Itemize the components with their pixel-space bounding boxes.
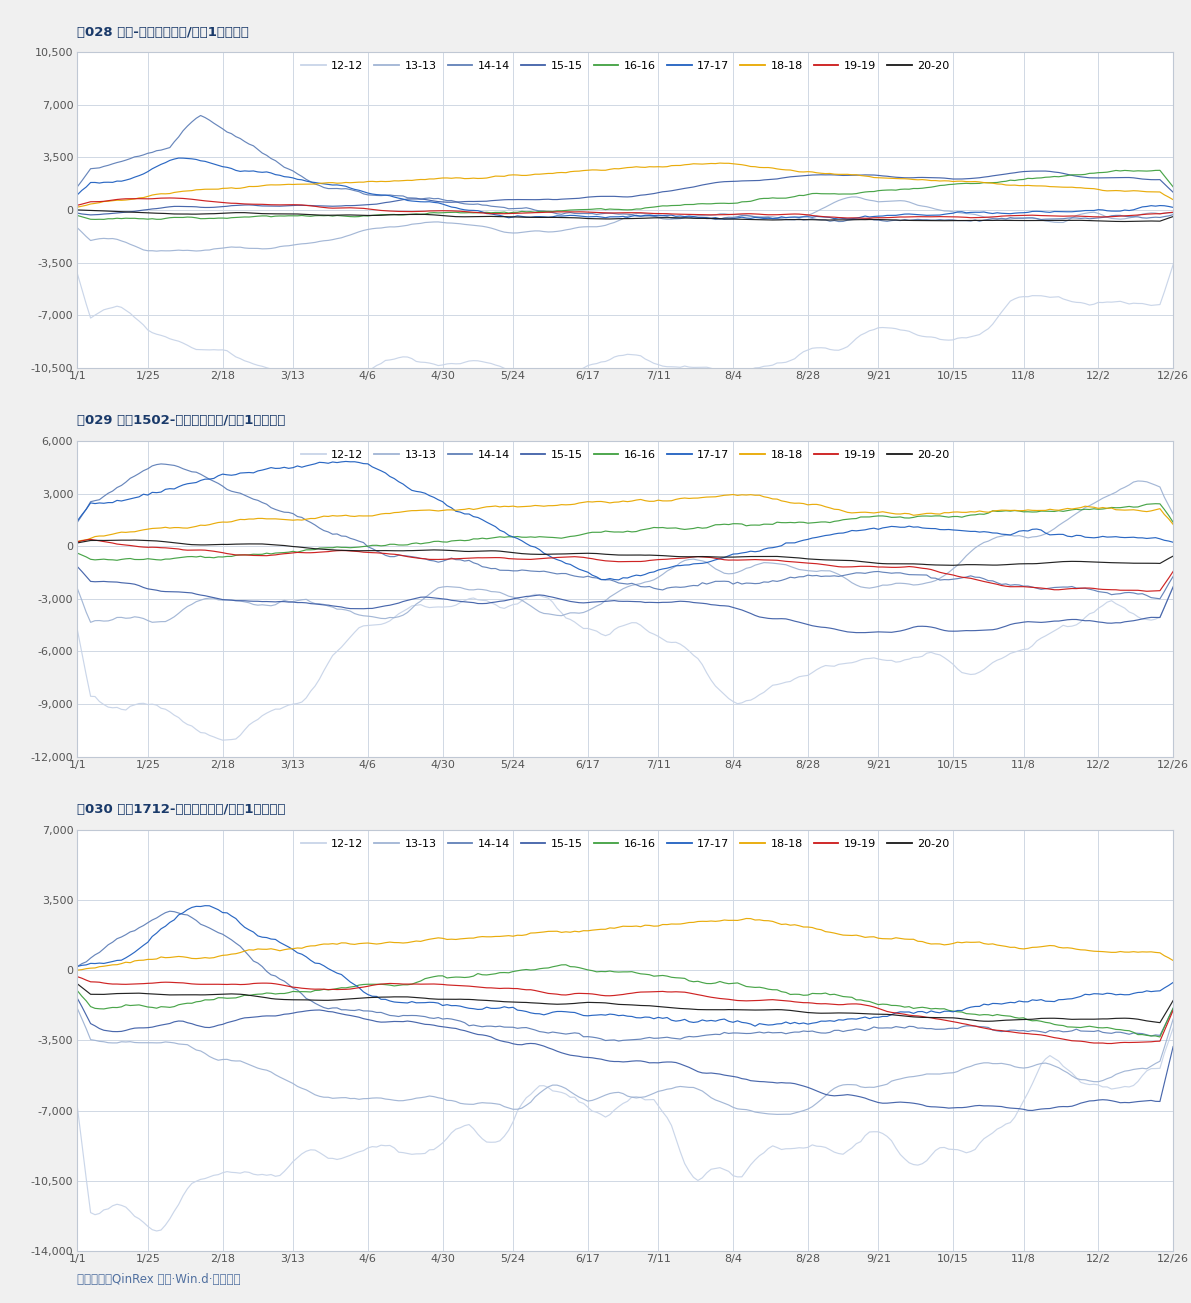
Legend: 12-12, 13-13, 14-14, 15-15, 16-16, 17-17, 18-18, 19-19, 20-20: 12-12, 13-13, 14-14, 15-15, 16-16, 17-17…	[298, 57, 953, 74]
Text: 资料来源：QinRex 咨询·Win.d·银河期货: 资料来源：QinRex 咨询·Win.d·银河期货	[77, 1273, 241, 1286]
Legend: 12-12, 13-13, 14-14, 15-15, 16-16, 17-17, 18-18, 19-19, 20-20: 12-12, 13-13, 14-14, 15-15, 16-16, 17-17…	[298, 447, 953, 463]
Text: 图028 顺丁-全乳老胶（元/吨，1年周期）: 图028 顺丁-全乳老胶（元/吨，1年周期）	[77, 26, 249, 39]
Legend: 12-12, 13-13, 14-14, 15-15, 16-16, 17-17, 18-18, 19-19, 20-20: 12-12, 13-13, 14-14, 15-15, 16-16, 17-17…	[298, 835, 953, 852]
Text: 图030 丁苯1712-全乳老胶（元/吨，1年周期）: 图030 丁苯1712-全乳老胶（元/吨，1年周期）	[77, 803, 286, 816]
Text: 图029 丁苯1502-全乳老胶（元/吨，1年周期）: 图029 丁苯1502-全乳老胶（元/吨，1年周期）	[77, 414, 286, 427]
